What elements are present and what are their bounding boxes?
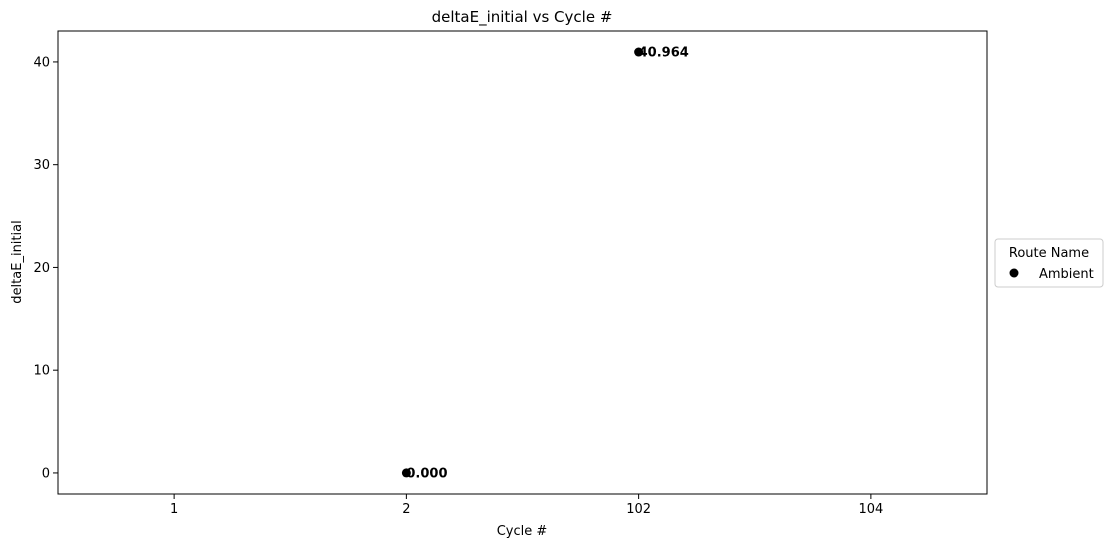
y-tick-label: 30	[33, 158, 50, 173]
data-point	[401, 468, 411, 478]
data-label: 0.000	[406, 466, 447, 481]
y-tick-label: 40	[33, 55, 50, 70]
plot-area	[57, 30, 988, 495]
data-label: 40.964	[639, 46, 689, 61]
x-tick-label: 102	[626, 502, 651, 517]
y-tick-label: 0	[42, 466, 50, 481]
x-tick-label: 104	[858, 502, 883, 517]
y-axis-label: deltaE_initial	[10, 220, 25, 303]
x-axis: 1 2 102 104	[170, 494, 883, 517]
y-tick-label: 20	[33, 261, 50, 276]
legend-box	[994, 238, 1104, 288]
chart-title: deltaE_initial vs Cycle #	[432, 8, 613, 27]
data-point	[634, 47, 644, 57]
x-tick-label: 1	[170, 502, 178, 517]
x-tick-label: 2	[402, 502, 410, 517]
legend-title: Route Name	[1009, 246, 1089, 261]
y-tick-label: 10	[33, 364, 50, 379]
y-axis: 0 10 20 30 40	[33, 55, 58, 481]
data-points: 0.000 40.964	[401, 46, 689, 481]
legend-entry-ambient: Ambient	[1039, 267, 1094, 282]
legend-marker-ambient	[1009, 268, 1019, 278]
x-axis-label: Cycle #	[497, 524, 548, 539]
legend: Route Name Ambient	[994, 238, 1104, 288]
